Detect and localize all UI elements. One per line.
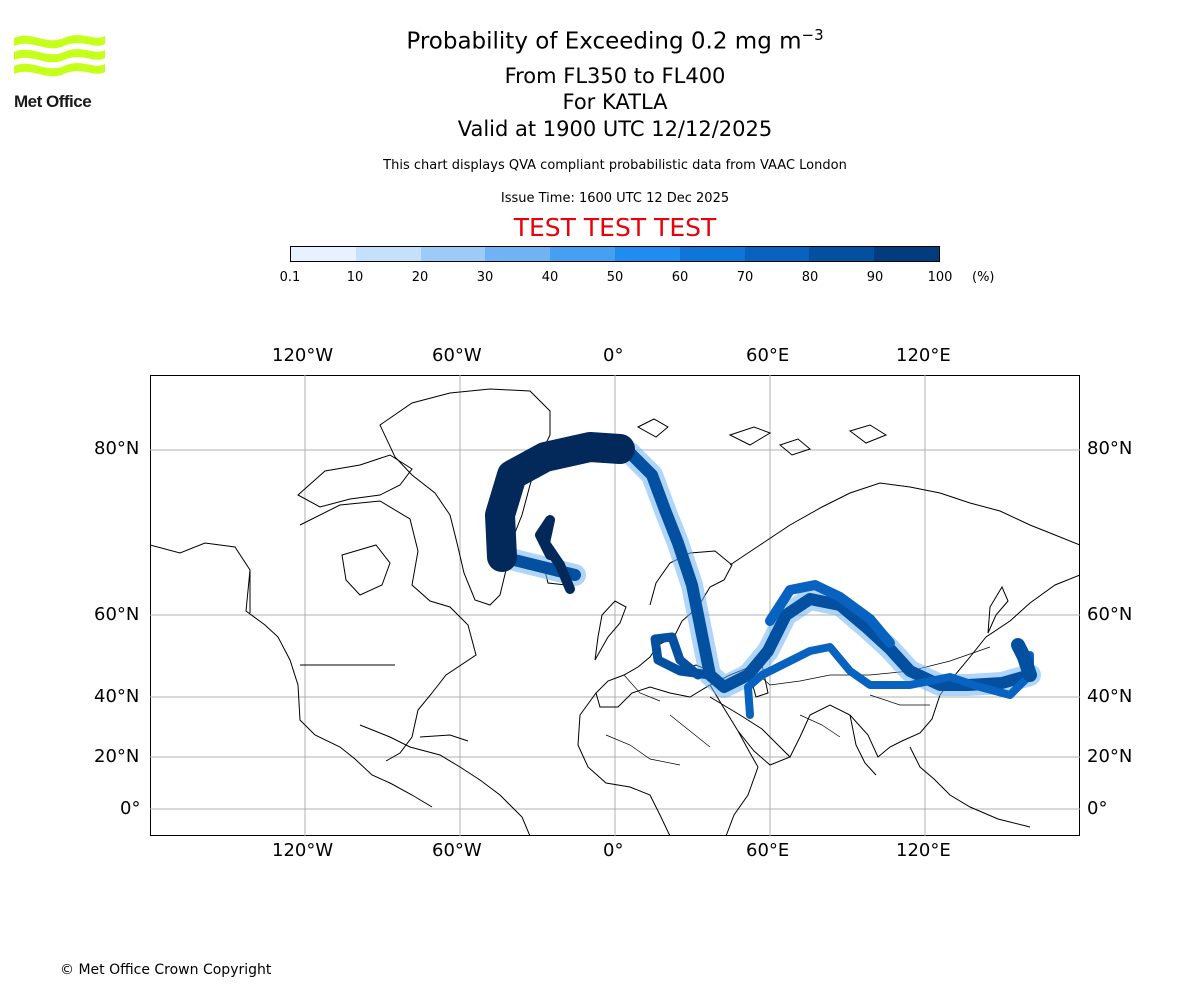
colorbar-tick-label: 10 [346,270,364,285]
colorbar-tick-label: 80 [801,270,819,285]
top-lon-label: 0° [603,345,624,366]
colorbar-tick-label: 30 [476,270,494,285]
colorbar-segment [679,247,745,261]
ash-plume-east [1011,638,1037,682]
ash-plume-asia-loop [744,643,1034,719]
colorbar-unit: (%) [972,270,995,285]
bottom-lon-label: 60°E [746,840,790,861]
copyright: © Met Office Crown Copyright [60,962,272,978]
colorbar-segment [485,247,551,261]
colorbar-tick-label: 50 [606,270,624,285]
colorbar-segment [874,247,939,261]
flight-level-range: From FL350 to FL400 [504,64,726,88]
chart-description: This chart displays QVA compliant probab… [383,158,847,173]
issue-time: Issue Time: 1600 UTC 12 Dec 2025 [500,191,730,206]
top-lon-label: 120°E [896,345,951,366]
colorbar-segment [420,247,486,261]
top-lon-label: 60°W [432,345,482,366]
left-lat-label: 60°N [94,604,140,625]
right-lat-label: 40°N [1087,686,1133,707]
probability-colorbar [290,246,940,262]
coastlines [150,388,1080,836]
right-lat-label: 0° [1087,798,1108,819]
left-lat-label: 0° [120,798,141,819]
left-lat-label: 80°N [94,438,140,459]
colorbar-segment [355,247,421,261]
bottom-lon-label: 120°E [896,840,951,861]
right-lat-label: 80°N [1087,438,1133,459]
ash-plume [485,432,1041,719]
logo-text: Met Office [14,92,92,111]
bottom-lon-label: 0° [603,840,624,861]
colorbar-tick-label: 20 [411,270,429,285]
colorbar-segment [550,247,615,261]
chart-title: Probability of Exceeding 0.2 mg m−3 [406,26,824,55]
valid-time: Valid at 1900 UTC 12/12/2025 [457,117,773,141]
test-banner: TEST TEST TEST [513,213,717,242]
colorbar-tick-label: 90 [866,270,884,285]
ash-plume-central-asia [765,580,895,648]
colorbar-tick-label: 0.1 [279,270,301,285]
colorbar-segment [614,247,680,261]
colorbar-tick-label: 70 [736,270,754,285]
met-office-logo-icon [14,35,105,77]
volcano-name: For KATLA [562,90,668,114]
top-lon-label: 120°W [272,345,334,366]
right-lat-label: 60°N [1087,604,1133,625]
left-lat-label: 20°N [94,746,140,767]
ash-plume-hook [535,515,575,594]
colorbar-segment [809,247,875,261]
colorbar-tick-label: 40 [541,270,559,285]
colorbar-tick-label: 100 [927,270,953,285]
colorbar-tick-label: 60 [671,270,689,285]
bottom-lon-label: 120°W [272,840,334,861]
right-lat-label: 20°N [1087,746,1133,767]
ash-plume-greenland [485,432,635,572]
top-lon-label: 60°E [746,345,790,366]
ash-probability-map [150,375,1080,836]
ash-plume-europe-loop [650,632,715,680]
bottom-lon-label: 60°W [432,840,482,861]
colorbar-segment [291,247,356,261]
left-lat-label: 40°N [94,686,140,707]
colorbar-segment [744,247,810,261]
